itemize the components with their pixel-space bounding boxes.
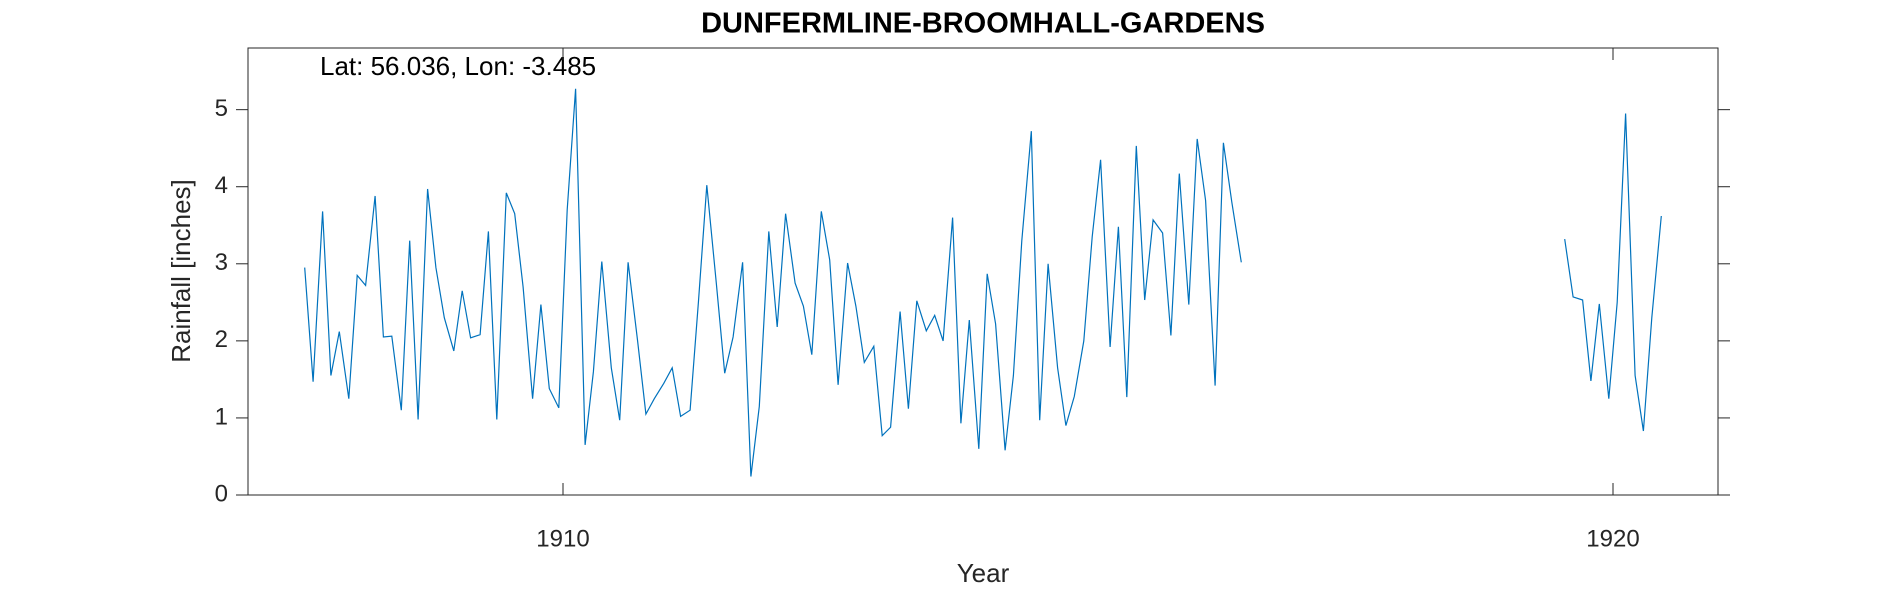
x-axis-label: Year: [957, 558, 1010, 588]
y-tick-label: 5: [215, 95, 228, 122]
y-tick-label: 4: [215, 172, 228, 199]
y-tick-label: 0: [215, 480, 228, 507]
x-tick-label: 1920: [1586, 525, 1639, 552]
plot-box: [247, 47, 1719, 496]
y-tick-label: 2: [215, 326, 228, 353]
y-tick-label: 1: [215, 403, 228, 430]
annotation: Lat: 56.036, Lon: -3.485: [320, 51, 596, 81]
x-tick-label: 1910: [536, 525, 589, 552]
data-line: [304, 88, 1662, 477]
y-axis-label: Rainfall [inches]: [166, 179, 196, 363]
chart-title: DUNFERMLINE-BROOMHALL-GARDENS: [701, 8, 1265, 40]
y-tick-label: 3: [215, 249, 228, 276]
